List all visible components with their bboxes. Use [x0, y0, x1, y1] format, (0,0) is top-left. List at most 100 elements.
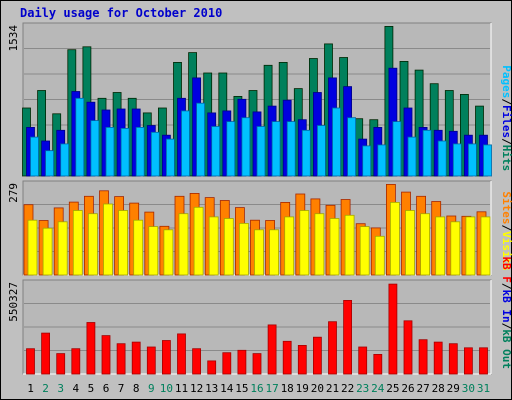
x-tick-label: 3 — [57, 382, 64, 395]
bar-kb-f — [252, 353, 262, 375]
x-axis-labels: 1 2 3 4 5 6 7 8 9 10 11 12 13 14 15 16 17 18 19 20 21 22 23 24 2… — [27, 382, 490, 395]
bar-kb-f — [418, 339, 428, 375]
bar-kb-f — [177, 333, 186, 375]
legend-entry: Visits — [500, 231, 512, 271]
bar-pages — [120, 127, 130, 177]
y-max-label: 1534 — [7, 25, 20, 52]
x-tick-label: 30 — [462, 382, 475, 395]
bar-pages — [286, 121, 296, 177]
bar-kb-f — [237, 349, 247, 375]
bar-pages — [181, 110, 190, 177]
bar-pages — [332, 107, 341, 177]
bar-pages — [45, 150, 54, 177]
bar-pages — [90, 120, 100, 177]
x-tick-label: 9 — [148, 382, 155, 395]
y-max-label: 550327 — [7, 282, 20, 322]
legend-separator: / — [500, 98, 512, 105]
bar-pages — [271, 121, 281, 177]
bar-kb-f — [71, 348, 81, 375]
bar-pages — [452, 143, 462, 177]
bar-visits — [208, 216, 219, 276]
bar-visits — [238, 222, 249, 276]
bar-kb-f — [207, 360, 217, 375]
x-tick-label: 13 — [205, 382, 218, 395]
bar-kb-f — [373, 353, 383, 375]
bar-kb-f — [463, 347, 473, 375]
bar-kb-f — [403, 320, 413, 375]
bar-pages — [135, 127, 145, 177]
x-tick-label: 27 — [416, 382, 429, 395]
bar-visits — [57, 221, 68, 276]
x-tick-label: 18 — [281, 382, 294, 395]
x-tick-label: 7 — [118, 382, 125, 395]
bar-pages — [316, 125, 326, 177]
bar-kb-f — [192, 348, 202, 375]
bar-kb-f — [56, 353, 66, 375]
bar-pages — [422, 129, 432, 177]
x-tick-label: 24 — [371, 382, 385, 395]
bar-kb-f — [26, 348, 35, 375]
bar-kb-f — [358, 346, 368, 375]
panel-requests: 1534 Pages/Files/Hits — [7, 22, 512, 177]
bar-pages — [150, 131, 160, 177]
bar-kb-f — [222, 352, 232, 375]
bar-pages — [30, 136, 39, 177]
x-tick-label: 22 — [341, 382, 354, 395]
legend-separator: / — [500, 283, 512, 290]
x-tick-label: 6 — [103, 382, 110, 395]
x-tick-label: 4 — [72, 382, 79, 395]
y-max-label: 279 — [7, 183, 20, 203]
bar-visits — [223, 218, 234, 276]
bar-visits — [344, 214, 355, 276]
bar-visits — [193, 206, 204, 276]
legend-separator: / — [500, 323, 512, 330]
bar-visits — [405, 210, 415, 276]
bar-visits — [480, 216, 491, 276]
bar-pages — [407, 136, 417, 177]
bar-kb-f — [101, 335, 111, 375]
legend-entry: Hits — [500, 145, 512, 172]
x-tick-label: 25 — [386, 382, 399, 395]
legend-entry: kB F — [500, 256, 512, 283]
x-tick-label: 16 — [250, 382, 263, 395]
bar-pages — [256, 126, 266, 177]
bar-kb-f — [343, 299, 353, 375]
bar-visits — [329, 218, 340, 276]
bar-pages — [347, 117, 357, 177]
x-tick-label: 29 — [447, 382, 460, 395]
bar-kb-f — [479, 347, 488, 375]
bar-pages — [226, 121, 236, 177]
bar-visits — [163, 229, 174, 276]
x-tick-label: 20 — [311, 382, 324, 395]
bar-pages — [196, 102, 206, 177]
bar-visits — [284, 216, 295, 276]
x-tick-label: 14 — [220, 382, 234, 395]
bar-visits — [72, 210, 83, 276]
x-tick-label: 10 — [160, 382, 173, 395]
bar-kb-f — [267, 324, 277, 375]
bar-visits — [269, 229, 280, 276]
bar-pages — [241, 117, 251, 177]
bar-pages — [75, 97, 85, 177]
legend: Pages/Files/Hits — [500, 65, 512, 171]
x-tick-label: 19 — [296, 382, 309, 395]
bar-pages — [437, 140, 447, 177]
bar-pages — [105, 127, 115, 177]
bar-kb-f — [433, 341, 443, 375]
bar-visits — [435, 216, 446, 276]
bar-visits — [27, 219, 38, 276]
bar-visits — [178, 213, 189, 276]
x-tick-label: 11 — [175, 382, 188, 395]
panel-sites: 279 Sites/Visits — [7, 180, 512, 276]
x-tick-label: 8 — [133, 382, 140, 395]
x-tick-label: 2 — [42, 382, 49, 395]
bar-kb-f — [131, 341, 141, 375]
bar-visits — [254, 229, 264, 276]
x-tick-label: 28 — [432, 382, 445, 395]
legend-entry: Pages — [500, 65, 512, 98]
bar-kb-f — [388, 283, 398, 375]
legend-separator: / — [500, 138, 512, 145]
bar-kb-f — [282, 340, 292, 375]
bar-visits — [359, 226, 370, 276]
